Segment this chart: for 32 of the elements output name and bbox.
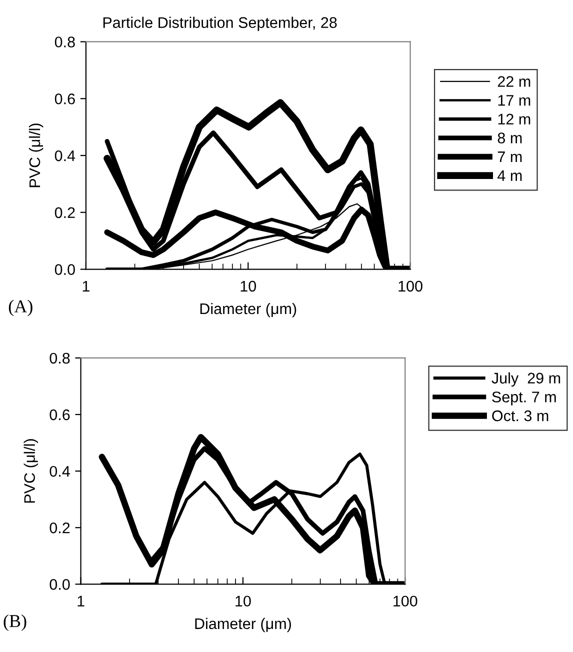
x-axis-title: Diameter (μm) xyxy=(200,302,296,318)
legend-label: 4 m xyxy=(498,170,522,181)
legend-label: 22 m xyxy=(498,76,530,87)
chart-title: Particle Distribution September, 28 xyxy=(103,16,337,32)
legend-label: Sept. 7 m xyxy=(492,392,556,406)
legend-label: 17 m xyxy=(498,95,530,106)
text: (A) xyxy=(8,300,32,316)
y-tick-label: 0.4 xyxy=(54,150,76,162)
x-axis-title: Diameter (μm) xyxy=(195,618,291,632)
x-tick-label: 10 xyxy=(236,596,251,607)
legend-label: July 29 m xyxy=(492,372,560,387)
legend-label: Oct. 3 m xyxy=(492,410,548,422)
x-tick-label: 100 xyxy=(398,280,422,292)
y-tick-label: 0.8 xyxy=(54,36,75,48)
y-tick-label: 0.6 xyxy=(54,93,75,104)
y-tick-label: 0.2 xyxy=(50,522,70,534)
legend-label: 7 m xyxy=(498,152,522,162)
x-tick-label: 1 xyxy=(78,596,84,606)
x-tick-label: 100 xyxy=(394,596,418,607)
legend-label: 12 m xyxy=(498,114,530,124)
legend-label: 8 m xyxy=(498,132,522,144)
y-tick-label: 0.2 xyxy=(54,207,75,218)
x-tick-label: 10 xyxy=(240,280,256,292)
text: (B) xyxy=(4,614,26,631)
y-tick-label: 0.0 xyxy=(54,264,75,275)
x-tick-label: 1 xyxy=(82,280,90,292)
y-axis-title: PVC (μl/l) xyxy=(28,124,44,188)
y-axis-title: PVC (μl/l) xyxy=(24,439,38,503)
y-tick-label: 0.6 xyxy=(50,409,70,420)
y-tick-label: 0.4 xyxy=(50,466,70,477)
y-tick-label: 0.8 xyxy=(50,352,70,364)
y-tick-label: 0.0 xyxy=(50,579,70,590)
